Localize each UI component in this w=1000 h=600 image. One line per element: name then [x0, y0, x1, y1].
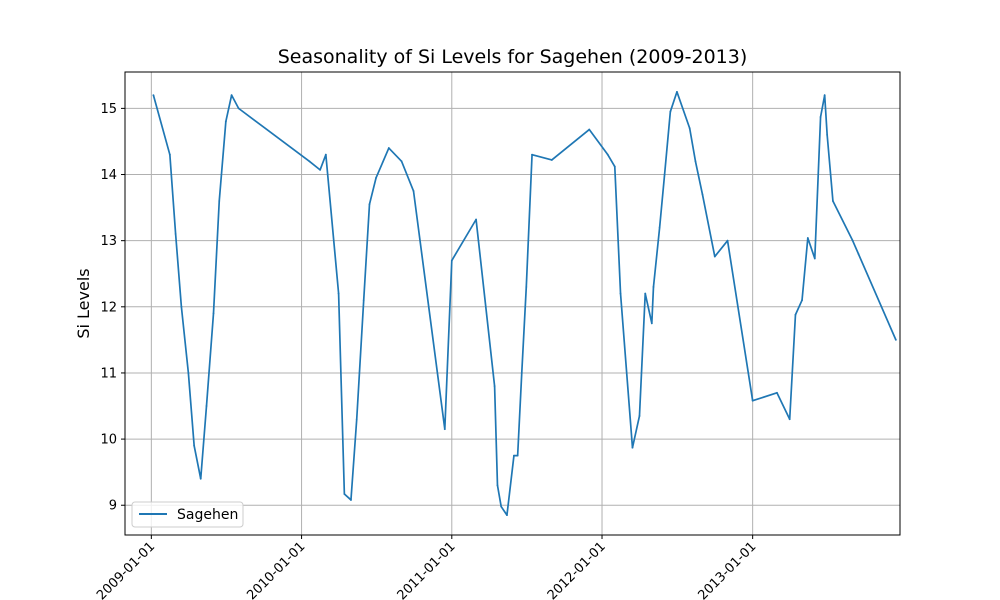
data-point [368, 203, 371, 206]
data-point [193, 444, 196, 447]
chart-title: Seasonality of Si Levels for Sagehen (20… [278, 46, 748, 68]
y-axis-label: Si Levels [74, 268, 93, 338]
data-point [520, 372, 523, 374]
data-point [894, 338, 897, 341]
data-point [362, 299, 365, 302]
y-tick-label: 14 [100, 168, 117, 183]
data-point [694, 160, 697, 163]
data-point [788, 418, 791, 421]
y-tick-label: 11 [100, 366, 117, 381]
data-point [168, 153, 171, 156]
data-point [343, 493, 346, 495]
x-tick-label: 2013-01-01 [695, 539, 759, 600]
data-point [218, 200, 221, 202]
data-point [187, 372, 190, 374]
data-point [701, 193, 704, 196]
data-point [525, 286, 528, 288]
data-point [412, 190, 415, 192]
data-point [237, 107, 240, 110]
data-point [713, 255, 716, 258]
data-point [443, 428, 446, 431]
data-point [531, 153, 533, 156]
data-point [658, 226, 661, 229]
data-point [619, 292, 622, 295]
data-point [806, 237, 809, 239]
data-point [606, 153, 609, 156]
data-point [475, 218, 477, 221]
data-point [550, 159, 553, 161]
data-point [813, 257, 816, 260]
data-point [832, 200, 834, 202]
data-point [851, 239, 854, 242]
y-tick-label: 13 [100, 234, 117, 249]
data-point [493, 385, 496, 388]
data-point [823, 94, 826, 97]
y-tick-label: 12 [100, 300, 117, 315]
data-point [638, 415, 641, 417]
data-point [205, 405, 208, 407]
data-point [794, 313, 797, 316]
data-point [644, 292, 647, 295]
grid-lines [125, 72, 900, 535]
data-point [337, 292, 340, 295]
data-point [676, 90, 678, 93]
data-point [152, 94, 155, 97]
data-point [224, 120, 227, 123]
data-point [588, 128, 591, 131]
data-point [212, 312, 215, 315]
y-tick-label: 9 [109, 499, 117, 514]
data-point [350, 499, 352, 501]
data-point [450, 259, 453, 262]
x-tick-label: 2012-01-01 [545, 539, 609, 600]
data-point [801, 299, 803, 302]
legend: Sagehen [131, 501, 244, 528]
data-point [180, 305, 183, 308]
plot-frame [124, 71, 901, 536]
data-point [688, 127, 691, 130]
data-point [324, 153, 327, 156]
data-point [650, 322, 653, 325]
data-point [387, 147, 390, 149]
y-tick-label: 15 [100, 102, 117, 117]
data-point [826, 133, 829, 136]
y-tick-label: 10 [100, 433, 117, 448]
data-point [751, 399, 754, 402]
data-point [513, 454, 515, 457]
series-layer [152, 90, 897, 517]
x-tick-label: 2010-01-01 [244, 539, 308, 600]
data-point [199, 477, 202, 480]
data-point [496, 484, 499, 487]
data-point [506, 514, 508, 517]
data-point [516, 454, 519, 457]
data-point [319, 168, 321, 171]
data-point [500, 505, 503, 508]
data-point [375, 176, 377, 179]
data-point [652, 286, 655, 288]
data-point [776, 391, 778, 394]
data-point [857, 252, 860, 255]
data-point [669, 110, 672, 113]
data-point [308, 160, 311, 163]
data-point [355, 418, 358, 421]
data-point [400, 160, 403, 163]
data-point [613, 165, 616, 168]
data-point [174, 233, 177, 235]
legend-box [131, 501, 244, 528]
x-tick-label: 2009-01-01 [94, 539, 158, 600]
data-point [819, 116, 822, 118]
data-point [663, 173, 666, 176]
legend-label-sagehen: Sagehen [177, 507, 238, 523]
data-point [726, 239, 729, 242]
data-point [230, 94, 233, 97]
data-point [631, 446, 634, 449]
series-line-sagehen [152, 90, 897, 517]
x-tick-label: 2011-01-01 [395, 539, 459, 600]
